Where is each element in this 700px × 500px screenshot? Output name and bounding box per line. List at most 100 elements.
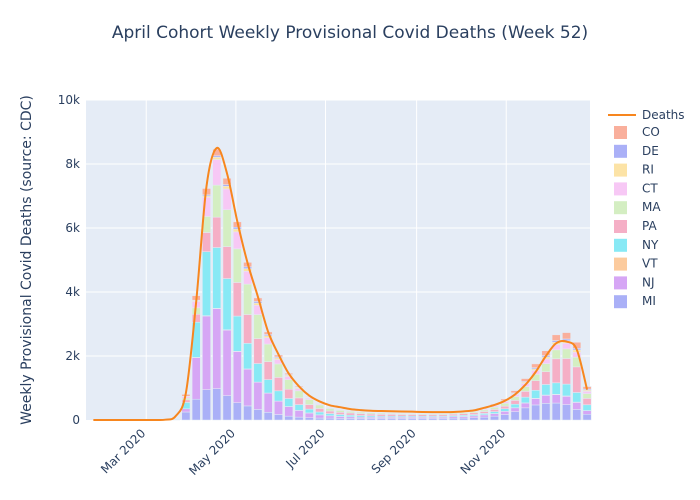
bar-segment-ny[interactable] [263, 379, 273, 394]
bar-segment-ma[interactable] [490, 406, 499, 410]
bar-segment-mi[interactable] [520, 407, 530, 421]
bar-segment-nj[interactable] [490, 413, 499, 417]
bar-segment-nj[interactable] [325, 415, 335, 419]
bar-segment-pa[interactable] [253, 338, 263, 364]
bar-segment-mi[interactable] [490, 415, 499, 421]
bar-segment-nj[interactable] [274, 400, 283, 415]
bar-segment-co[interactable] [562, 332, 571, 340]
bar-segment-ny[interactable] [551, 382, 561, 395]
bar-segment-nj[interactable] [253, 381, 263, 410]
bar-segment-ny[interactable] [562, 383, 571, 397]
bar-segment-pa[interactable] [551, 358, 561, 384]
bar-segment-mi[interactable] [551, 402, 561, 421]
bar-segment-ny[interactable] [294, 404, 304, 411]
bar-segment-mi[interactable] [232, 402, 242, 421]
bar-segment-nj[interactable] [582, 410, 592, 415]
bar-segment-mi[interactable] [202, 389, 211, 421]
legend-item-pa[interactable]: PA [614, 219, 657, 233]
bar-segment-pa[interactable] [243, 314, 253, 344]
bar-segment-ct[interactable] [222, 188, 232, 211]
bar-segment-pa[interactable] [582, 398, 592, 406]
bar-segment-nj[interactable] [232, 351, 242, 403]
bar-segment-ma[interactable] [304, 399, 314, 405]
bar-segment-ny[interactable] [315, 411, 324, 416]
bar-segment-nj[interactable] [243, 368, 253, 407]
bar-segment-mi[interactable] [315, 417, 324, 421]
bar-segment-mi[interactable] [294, 416, 304, 421]
bar-segment-pa[interactable] [531, 380, 541, 391]
bar-segment-pa[interactable] [346, 412, 355, 416]
bar-segment-nj[interactable] [562, 396, 571, 405]
bar-segment-mi[interactable] [191, 398, 201, 421]
bar-segment-nj[interactable] [202, 315, 211, 390]
bar-segment-de[interactable] [232, 227, 242, 230]
bar-segment-mi[interactable] [274, 414, 283, 421]
bar-segment-mi[interactable] [243, 405, 253, 421]
bar-segment-pa[interactable] [294, 397, 304, 405]
bar-segment-ny[interactable] [222, 278, 232, 331]
bar-segment-pa[interactable] [510, 400, 520, 405]
bar-segment-pa[interactable] [222, 246, 232, 279]
bar-segment-pa[interactable] [274, 377, 283, 392]
bar-segment-pa[interactable] [387, 414, 396, 417]
bar-segment-pa[interactable] [490, 409, 499, 412]
bar-segment-ny[interactable] [325, 413, 335, 417]
bar-segment-mi[interactable] [469, 417, 479, 421]
deaths-line[interactable] [93, 146, 589, 422]
bar-segment-pa[interactable] [376, 414, 386, 417]
legend-item-mi[interactable]: MI [614, 294, 656, 309]
bar-segment-ma[interactable] [284, 379, 294, 390]
bar-segment-mi[interactable] [181, 411, 191, 421]
bar-segment-ma[interactable] [335, 410, 345, 413]
bar-segment-nj[interactable] [222, 329, 232, 396]
bar-segment-ny[interactable] [284, 398, 294, 407]
bar-segment-ma[interactable] [263, 343, 273, 362]
bar-segment-nj[interactable] [572, 402, 582, 410]
bar-segment-nj[interactable] [510, 407, 520, 412]
bar-segment-de[interactable] [243, 266, 253, 269]
bar-segment-ma[interactable] [541, 363, 551, 372]
bar-segment-ma[interactable] [582, 393, 592, 399]
bar-segment-pa[interactable] [356, 413, 366, 416]
bar-segment-pa[interactable] [500, 405, 510, 409]
bar-segment-ny[interactable] [304, 408, 314, 414]
bar-segment-mi[interactable] [562, 404, 571, 421]
bar-segment-pa[interactable] [212, 216, 222, 248]
bar-segment-pa[interactable] [335, 412, 345, 415]
bar-segment-nj[interactable] [294, 410, 304, 418]
bar-segment-ny[interactable] [572, 392, 582, 403]
legend-item-vt[interactable]: VT [614, 257, 658, 271]
bar-segment-ma[interactable] [500, 403, 510, 407]
bar-segment-ny[interactable] [520, 396, 530, 404]
bar-segment-pa[interactable] [520, 391, 530, 398]
bar-segment-mi[interactable] [459, 417, 468, 421]
bar-segment-pa[interactable] [315, 408, 324, 413]
bar-segment-pa[interactable] [562, 358, 571, 385]
bar-segment-mi[interactable] [222, 395, 232, 421]
bar-segment-nj[interactable] [191, 357, 201, 400]
legend-item-de[interactable]: DE [614, 144, 659, 158]
bar-segment-co[interactable] [222, 177, 232, 185]
legend-item-nj[interactable]: NJ [614, 275, 655, 290]
bar-segment-mi[interactable] [263, 412, 273, 421]
bar-segment-pa[interactable] [479, 411, 489, 414]
bar-segment-mi[interactable] [304, 417, 314, 421]
bar-segment-ny[interactable] [202, 251, 211, 316]
legend[interactable]: Deaths CO DE RI CT MA PA NY VT NJ MI [608, 108, 685, 309]
bar-segment-pa[interactable] [284, 388, 294, 399]
bar-segment-nj[interactable] [500, 411, 510, 415]
bar-segment-mi[interactable] [325, 417, 335, 421]
bar-segment-ma[interactable] [253, 314, 263, 339]
bar-segment-nj[interactable] [551, 394, 561, 404]
bar-segment-ny[interactable] [243, 343, 253, 370]
bar-segment-nj[interactable] [335, 416, 345, 419]
bar-segment-nj[interactable] [263, 392, 273, 413]
bar-segment-pa[interactable] [469, 412, 479, 415]
bar-segment-ny[interactable] [582, 404, 592, 411]
bar-segment-ma[interactable] [551, 349, 561, 360]
bar-segment-ct[interactable] [562, 342, 571, 350]
bar-segment-ma[interactable] [562, 348, 571, 359]
bar-segment-pa[interactable] [572, 366, 582, 393]
legend-item-co[interactable]: CO [614, 125, 660, 139]
bar-segment-mi[interactable] [253, 409, 263, 421]
